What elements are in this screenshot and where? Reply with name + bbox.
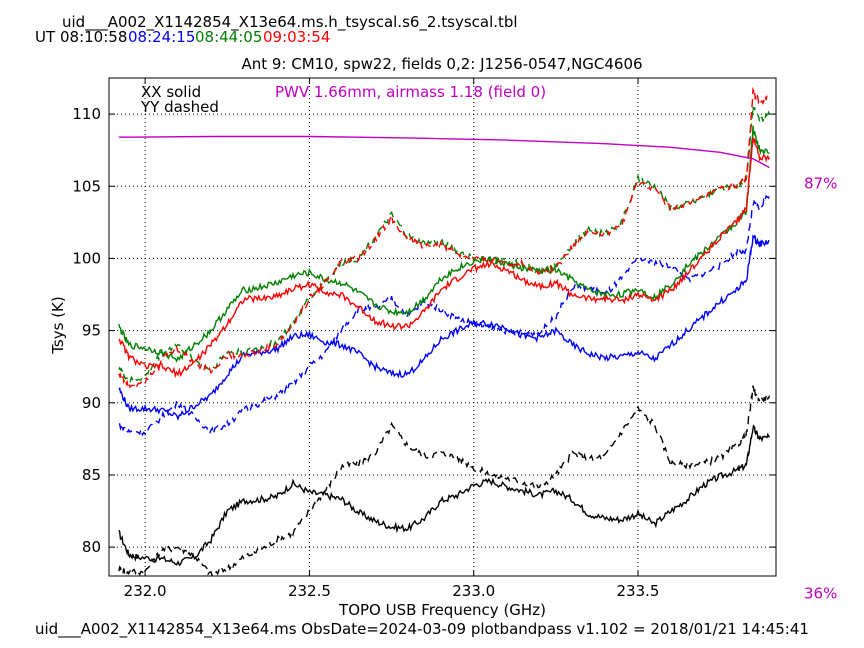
series-line-6 — [118, 137, 770, 379]
x-tick-label: 232.5 — [288, 582, 331, 600]
transmission-label-0: 87% — [804, 174, 837, 192]
ut-label: UT — [35, 28, 56, 46]
y-tick-label: 90 — [82, 394, 101, 412]
legend-xx-solid: XX solid — [141, 83, 202, 101]
y-tick-label: 105 — [72, 177, 101, 195]
ut-time-2: 08:44:05 — [195, 28, 263, 46]
series-line-5 — [118, 106, 771, 383]
x-axis-label: TOPO USB Frequency (GHz) — [339, 601, 546, 619]
ut-time-0: 08:10:58 — [60, 28, 128, 46]
y-tick-label: 85 — [82, 466, 101, 484]
y-tick-label: 100 — [72, 249, 101, 267]
x-tick-label: 232.0 — [124, 582, 167, 600]
y-tick-label: 80 — [82, 538, 101, 556]
chart-title: Ant 9: CM10, spw22, fields 0,2: J1256-05… — [241, 55, 643, 73]
series-line-2 — [118, 234, 770, 421]
legend-yy-dashed: YY dashed — [141, 98, 219, 116]
transmission-label-1: 36% — [804, 584, 837, 602]
series-line-0 — [118, 424, 771, 567]
footer-info: uid___A002_X1142854_X13e64.ms ObsDate=20… — [35, 620, 809, 638]
y-tick-label: 95 — [82, 322, 101, 340]
x-tick-label: 233.0 — [452, 582, 495, 600]
plot-frame — [108, 77, 777, 577]
table-filename: uid___A002_X1142854_X13e64.ms.h_tsyscal.… — [62, 13, 518, 31]
pwv-annotation: PWV 1.66mm, airmass 1.18 (field 0) — [275, 83, 547, 101]
y-tick-label: 110 — [72, 105, 101, 123]
atmosphere-transmission-line — [118, 135, 770, 169]
series-line-4 — [118, 125, 770, 363]
series-line-1 — [118, 385, 771, 576]
series-line-7 — [118, 86, 770, 389]
ut-time-1: 08:24:15 — [128, 28, 196, 46]
series-line-3 — [118, 193, 771, 437]
ut-time-3: 09:03:54 — [263, 28, 331, 46]
x-tick-label: 233.5 — [617, 582, 660, 600]
